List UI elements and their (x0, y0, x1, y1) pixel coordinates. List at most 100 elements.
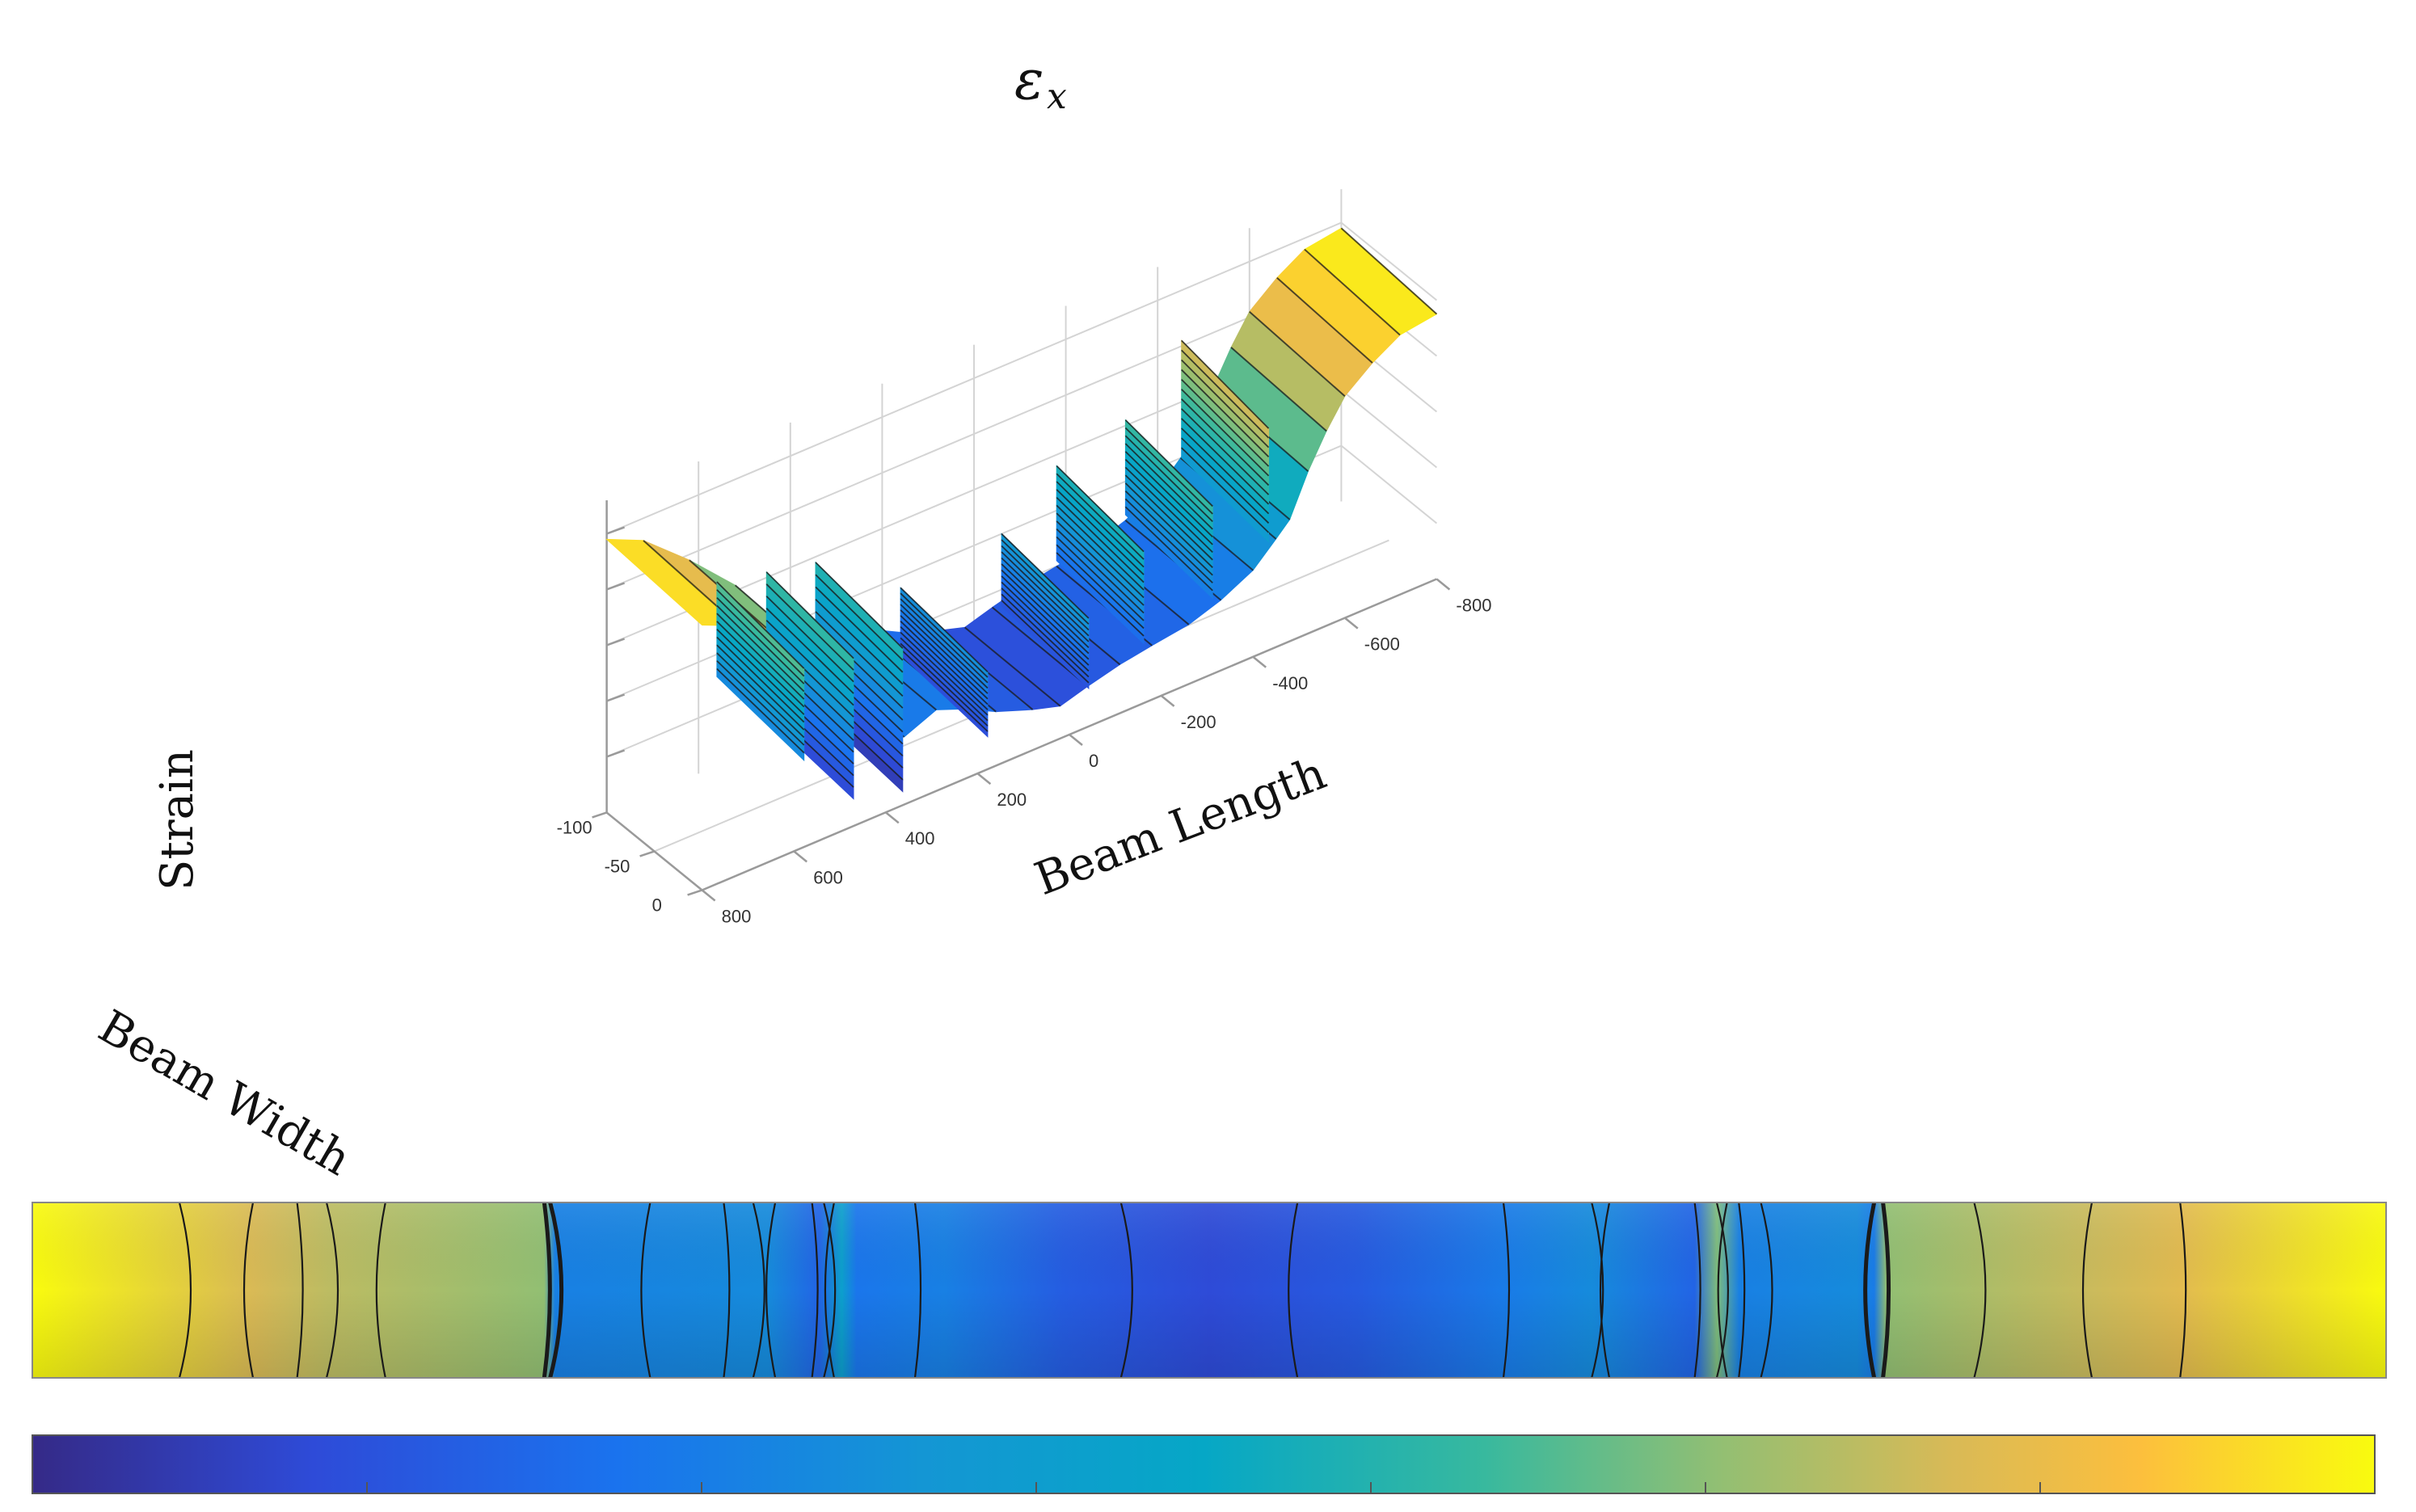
colorbar-gradient (32, 1434, 2376, 1494)
colorbar-ticks (366, 1482, 2041, 1493)
wall-contour (716, 629, 805, 715)
wall-contour (765, 608, 854, 694)
wall-contour (1124, 435, 1213, 523)
x-tick (885, 811, 900, 824)
heatmap-contours (178, 1202, 2187, 1379)
z-tick (606, 749, 626, 758)
heatmap-contour (1717, 1202, 1728, 1379)
heatmap-contour (375, 1202, 386, 1379)
wall-contour (1124, 427, 1213, 515)
y-tick-label: -100 (557, 817, 592, 837)
y-axis-label: Beam Width (90, 1000, 359, 1186)
wall-contour (1124, 451, 1213, 538)
heatmap-plot (32, 1202, 2387, 1379)
wall-contour (1001, 551, 1090, 637)
heatmap-contour (765, 1202, 777, 1379)
x-tick-label: 200 (997, 790, 1027, 810)
wall-contour (900, 625, 989, 710)
heatmap-contour (1973, 1202, 1987, 1379)
heatmap-frame (32, 1202, 2387, 1379)
heatmap-contour (178, 1202, 192, 1379)
surface-contour (1230, 347, 1327, 432)
wall-contour (1001, 600, 1090, 684)
wall-contour (900, 621, 989, 705)
wall-contour (716, 621, 805, 708)
x-tick (1344, 617, 1359, 630)
wall-contour (1001, 575, 1090, 660)
wall-contour (716, 636, 805, 723)
wall-contour (1181, 339, 1270, 429)
wall-contour (815, 562, 904, 649)
heatmap-contour (811, 1202, 819, 1379)
wall-contour (1181, 349, 1270, 439)
wall-contour (1181, 418, 1270, 505)
heatmap-contour (548, 1202, 564, 1379)
z-axis-label: Strain (151, 749, 204, 891)
wall-contour (900, 637, 989, 722)
wall-contour (900, 587, 989, 673)
wall-contour (716, 604, 805, 693)
wall-contour (1056, 529, 1145, 614)
surface-contour (1276, 276, 1373, 364)
x-tick (976, 773, 992, 785)
y-tick-label: 0 (652, 895, 662, 915)
title-symbol: ε (1014, 48, 1044, 112)
title-subscript: x (1047, 76, 1067, 117)
wall-contour (1181, 379, 1270, 467)
heatmap-contour (1881, 1202, 1891, 1379)
wall-contour (1001, 581, 1090, 666)
wall-contour (1124, 498, 1213, 583)
heatmap-contour (1693, 1202, 1701, 1379)
wall-contour (765, 596, 854, 683)
wall-contour (716, 668, 805, 754)
heatmap-contour (542, 1202, 552, 1379)
heatmap-contour (2179, 1202, 2187, 1379)
colorbar (32, 1434, 2376, 1494)
x-tick-label: -600 (1364, 634, 1400, 655)
y-tick-label: -50 (605, 856, 630, 876)
x-tick (701, 889, 716, 902)
wall-contour (1056, 473, 1145, 560)
wall-contour (1181, 437, 1270, 524)
grid-line (1340, 389, 1438, 469)
heatmap-contour (325, 1202, 339, 1379)
wall-contour (1181, 427, 1270, 515)
wall-contour (900, 615, 989, 700)
wall-contour (1181, 408, 1270, 495)
z-tick (606, 526, 626, 535)
z-tick (606, 582, 626, 591)
wall-contour (1124, 482, 1213, 568)
heatmap-contour (1119, 1202, 1133, 1379)
wall-contour (765, 620, 854, 706)
wall-contour (1001, 563, 1090, 648)
wall-contour (716, 613, 805, 700)
heatmap-contour (1715, 1202, 1729, 1379)
wall-contour (1001, 593, 1090, 678)
wall-contour (1181, 389, 1270, 477)
wall-contour (1001, 533, 1090, 619)
y-tick (639, 850, 655, 857)
x-tick-labels: -800 -600 -400 -200 0 200 400 600 800 (701, 578, 1491, 926)
wall-contour (1124, 419, 1213, 508)
wall-contour (765, 571, 854, 659)
wall-contour (1181, 369, 1270, 457)
wall-contour (1001, 545, 1090, 631)
heatmap-contour (242, 1202, 255, 1379)
wall-contour (1056, 520, 1145, 606)
wall-contour (1001, 588, 1090, 672)
x-tick-label: 0 (1089, 751, 1098, 771)
chart-title: ε x (1014, 48, 1067, 117)
heatmap-contour (1502, 1202, 1511, 1379)
wall-contour (1056, 504, 1145, 591)
wall-contour (1124, 458, 1213, 545)
heatmap-contour (296, 1202, 304, 1379)
x-tick (793, 850, 807, 863)
heatmap-contour (723, 1202, 731, 1379)
wall-contour (1124, 466, 1213, 553)
wall-contour (900, 642, 989, 727)
surface-contour (1304, 248, 1401, 336)
wall-contour (716, 581, 805, 669)
x-axis-label: Beam Length (1028, 747, 1334, 906)
strain-surface-3d (605, 227, 1438, 800)
